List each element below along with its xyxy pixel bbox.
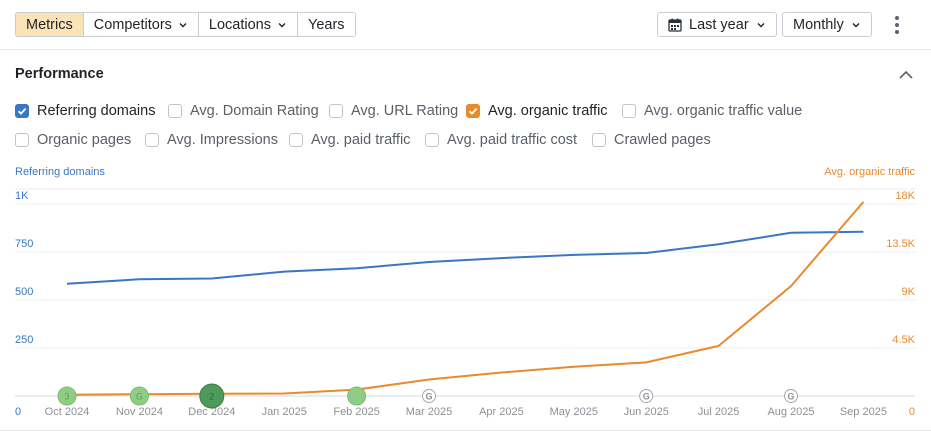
x-tick-label: Jul 2025 — [698, 406, 740, 418]
checkbox-referring-domains[interactable]: Referring domains — [15, 103, 155, 119]
x-tick-label: Mar 2025 — [406, 406, 452, 418]
series-line-referring-domains — [66, 230, 864, 285]
checkbox-label: Avg. Impressions — [167, 132, 278, 148]
chevron-up-icon[interactable] — [898, 69, 914, 81]
checkbox-box — [145, 133, 159, 147]
right-tick-label: 9K — [902, 286, 916, 298]
google-update-marker[interactable] — [784, 389, 798, 403]
checkbox-label: Avg. Domain Rating — [190, 103, 319, 119]
right-tick-label: 4.5K — [892, 334, 915, 346]
checkbox-label: Avg. organic traffic value — [644, 103, 803, 119]
checkbox-label: Avg. URL Rating — [351, 103, 459, 119]
tab-locations[interactable]: Locations — [198, 13, 298, 36]
checkbox-avg-paid-traffic[interactable]: Avg. paid traffic — [289, 132, 410, 148]
checkbox-box — [329, 104, 343, 118]
chevron-down-icon — [179, 22, 187, 27]
google-update-marker[interactable] — [422, 389, 436, 403]
left-axis-title: Referring domains — [15, 166, 105, 178]
right-tick-label: 18K — [895, 190, 915, 202]
x-tick-label: May 2025 — [550, 406, 598, 418]
x-tick-label: Dec 2024 — [188, 406, 235, 418]
right-tick-label: 0 — [909, 406, 915, 418]
checkmark-icon — [15, 104, 29, 118]
granularity-label: Monthly — [793, 16, 844, 33]
google-update-marker[interactable] — [639, 389, 654, 403]
calendar-icon — [668, 18, 682, 32]
checkbox-avg-organic-traffic-value[interactable]: Avg. organic traffic value — [622, 103, 802, 119]
left-tick-label: 0 — [15, 406, 21, 418]
kebab-menu-icon[interactable] — [888, 14, 906, 36]
x-tick-label: Oct 2024 — [45, 406, 90, 418]
tab-years[interactable]: Years — [297, 13, 355, 36]
checkbox-label: Organic pages — [37, 132, 132, 148]
performance-chart: 0 250 500 750 1K 0 4.5K 9K 13.5K 18K Oct 2024 Nov 2… — [15, 188, 916, 418]
x-tick-label: Jan 2025 — [262, 406, 307, 418]
x-tick-label: Aug 2025 — [767, 406, 814, 418]
google-update-label: G — [643, 392, 650, 402]
x-tick-label: Sep 2025 — [840, 406, 887, 418]
checkbox-label: Avg. organic traffic — [488, 103, 608, 119]
checkbox-box — [622, 104, 636, 118]
checkbox-box — [425, 133, 439, 147]
series-line-avg-organic-traffic — [66, 201, 865, 396]
x-tick-label: Jun 2025 — [624, 406, 669, 418]
tab-metrics[interactable]: Metrics — [16, 13, 84, 36]
panel-title: Performance — [15, 66, 104, 82]
checkbox-label: Crawled pages — [614, 132, 711, 148]
checkbox-avg-organic-traffic[interactable]: Avg. organic traffic — [466, 103, 608, 119]
checkbox-avg-domain-rating[interactable]: Avg. Domain Rating — [168, 103, 319, 119]
right-tick-label: 13.5K — [886, 238, 915, 250]
tab-competitors[interactable]: Competitors — [83, 13, 199, 36]
checkbox-box — [15, 133, 29, 147]
checkbox-box — [168, 104, 182, 118]
checkbox-avg-url-rating[interactable]: Avg. URL Rating — [329, 103, 458, 119]
date-range-dropdown[interactable]: Last year — [657, 12, 777, 37]
chevron-down-icon — [852, 22, 860, 27]
date-range-label: Last year — [689, 16, 749, 33]
annotation-count: 3 — [64, 392, 69, 402]
granularity-dropdown[interactable]: Monthly — [782, 12, 872, 37]
google-update-label: G — [425, 392, 432, 402]
toolbar: Metrics Competitors Locations Years Last… — [0, 0, 931, 50]
checkbox-avg-impressions[interactable]: Avg. Impressions — [145, 132, 278, 148]
left-tick-label: 750 — [15, 238, 33, 250]
checkbox-label: Avg. paid traffic — [311, 132, 411, 148]
google-update-label: G — [787, 392, 794, 402]
annotation-marker[interactable] — [129, 386, 149, 406]
checkbox-label: Avg. paid traffic cost — [447, 132, 578, 148]
checkbox-box — [592, 133, 606, 147]
checkbox-organic-pages[interactable]: Organic pages — [15, 132, 131, 148]
x-tick-label: Nov 2024 — [116, 406, 163, 418]
left-tick-label: 250 — [15, 334, 33, 346]
checkbox-crawled-pages[interactable]: Crawled pages — [592, 132, 711, 148]
checkmark-icon — [466, 104, 480, 118]
annotation-marker[interactable] — [57, 386, 77, 406]
checkbox-label: Referring domains — [37, 103, 156, 119]
annotation-marker[interactable] — [347, 386, 367, 406]
checkbox-avg-paid-traffic-cost[interactable]: Avg. paid traffic cost — [425, 132, 577, 148]
annotation-count: G — [136, 392, 143, 402]
left-tick-label: 500 — [15, 286, 33, 298]
left-tick-label: 1K — [15, 190, 29, 202]
view-tabs: Metrics Competitors Locations Years — [15, 12, 356, 37]
annotation-marker[interactable] — [199, 383, 225, 409]
divider — [0, 430, 931, 431]
right-axis-title: Avg. organic traffic — [824, 166, 915, 178]
x-tick-label: Apr 2025 — [479, 406, 524, 418]
x-tick-label: Feb 2025 — [333, 406, 379, 418]
chevron-down-icon — [757, 22, 765, 27]
checkbox-box — [289, 133, 303, 147]
annotation-count: 2 — [209, 392, 214, 402]
chevron-down-icon — [278, 22, 286, 27]
